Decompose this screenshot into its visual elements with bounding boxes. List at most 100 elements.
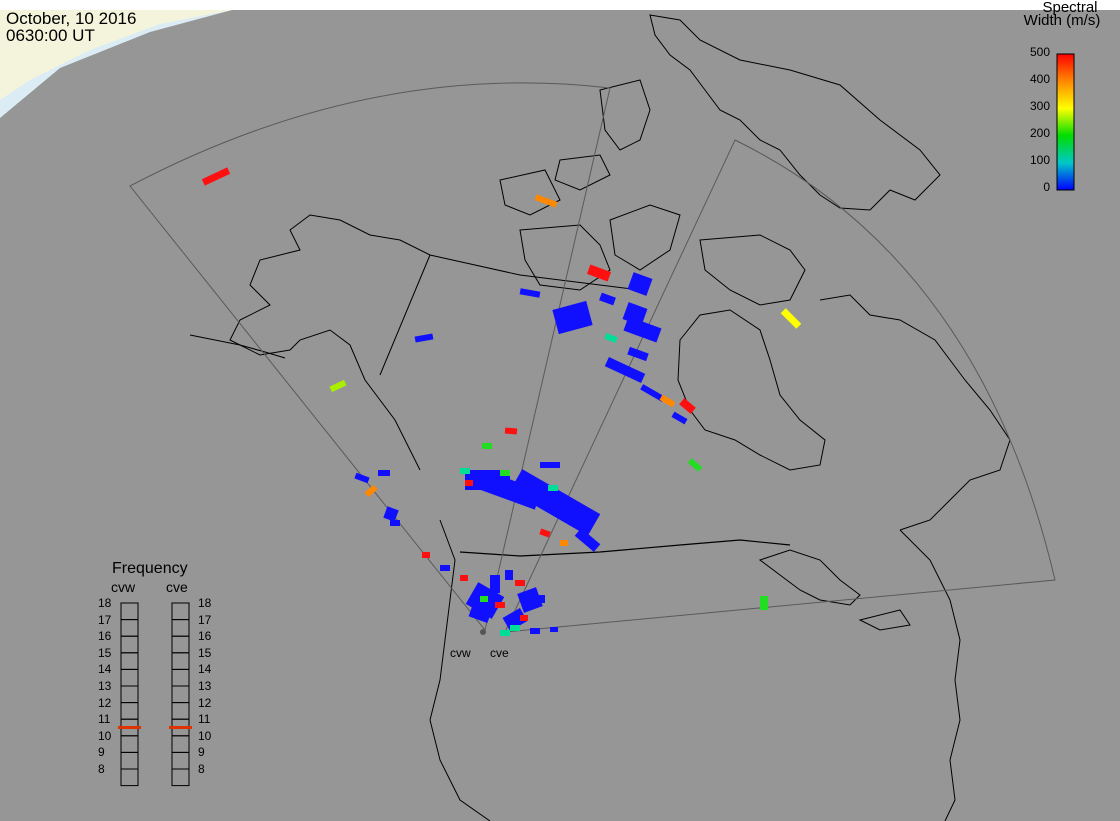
backscatter-cell xyxy=(687,458,703,472)
us-west-coast xyxy=(429,519,491,821)
frequency-tick-cve: 16 xyxy=(198,629,212,644)
backscatter-cell xyxy=(520,615,528,621)
fov-outline-cve xyxy=(504,139,1056,633)
backscatter-cell xyxy=(780,308,802,329)
backscatter-cell xyxy=(599,292,616,306)
colorbar-tick-label: 200 xyxy=(1029,126,1050,140)
colorbar-tick-label: 0 xyxy=(1043,180,1050,194)
frequency-tick-cvw: 16 xyxy=(98,629,112,644)
backscatter-cell xyxy=(482,443,492,449)
frequency-tick-cve: 13 xyxy=(198,679,212,693)
colorbar-tick-label: 300 xyxy=(1029,99,1050,113)
backscatter-cell xyxy=(422,552,430,558)
backscatter-cell xyxy=(604,357,646,383)
backscatter-cell xyxy=(640,384,665,402)
aleutian-coast xyxy=(189,334,286,359)
backscatter-cell xyxy=(500,630,510,636)
colorbar-title-line2: Width (m/s) xyxy=(1023,12,1101,29)
frequency-tick-cvw: 18 xyxy=(98,596,112,610)
backscatter-cell xyxy=(505,570,513,580)
backscatter-layer xyxy=(201,167,802,636)
date-label: October, 10 2016 xyxy=(6,9,137,28)
arctic-islands-coast xyxy=(499,79,806,306)
backscatter-cell xyxy=(364,484,378,498)
labrador-coast xyxy=(819,294,1011,531)
backscatter-cell xyxy=(534,194,558,208)
frequency-bar-cve xyxy=(169,602,192,787)
us-canada-border xyxy=(459,539,791,557)
backscatter-cell xyxy=(586,264,612,282)
backscatter-cell xyxy=(495,602,505,608)
frequency-tick-cve: 14 xyxy=(198,662,212,677)
backscatter-cell xyxy=(440,565,450,571)
backscatter-cell xyxy=(414,333,434,343)
frequency-tick-cve: 9 xyxy=(198,745,205,760)
frequency-tick-cvw: 8 xyxy=(98,762,105,776)
colorbar-tick-label: 100 xyxy=(1029,153,1050,167)
time-label: 0630:00 UT xyxy=(6,26,95,45)
backscatter-cell xyxy=(510,625,520,631)
backscatter-cell xyxy=(530,595,545,603)
colorbar-title-line1: Spectral xyxy=(1042,0,1098,16)
backscatter-cell xyxy=(354,472,370,484)
frequency-tick-cve: 8 xyxy=(198,762,205,776)
backscatter-cell xyxy=(627,272,653,296)
backscatter-cell xyxy=(378,470,390,476)
backscatter-cell xyxy=(490,575,500,593)
frequency-tick-cvw: 10 xyxy=(98,728,112,743)
backscatter-cell xyxy=(390,520,400,526)
backscatter-cell xyxy=(460,575,468,581)
colorbar-tick-label: 400 xyxy=(1029,72,1050,86)
backscatter-cell xyxy=(539,528,551,538)
backscatter-cell xyxy=(540,462,560,468)
backscatter-cell xyxy=(627,346,649,362)
frequency-tick-cve: 12 xyxy=(198,695,212,710)
backscatter-cell xyxy=(329,379,347,393)
frequency-tick-cvw: 9 xyxy=(98,745,105,760)
frequency-title: Frequency xyxy=(112,560,188,577)
backscatter-cell xyxy=(383,506,399,522)
backscatter-cell xyxy=(530,628,540,634)
backscatter-cell xyxy=(604,333,618,343)
backscatter-cell xyxy=(671,411,688,425)
frequency-tick-cvw: 13 xyxy=(98,679,112,693)
backscatter-cell xyxy=(552,300,593,335)
frequency-cell xyxy=(120,768,139,787)
backscatter-cell xyxy=(502,608,528,631)
frequency-tick-cvw: 15 xyxy=(98,645,112,660)
hudson-bay-coast xyxy=(677,309,826,471)
frequency-tick-cvw: 17 xyxy=(98,612,112,627)
backscatter-cell xyxy=(504,427,518,435)
backscatter-cell xyxy=(480,596,488,602)
backscatter-cell xyxy=(560,540,568,546)
backscatter-cell xyxy=(548,485,558,491)
backscatter-cell xyxy=(465,480,473,486)
colorbar-scale xyxy=(1056,53,1075,191)
backscatter-cell xyxy=(468,604,492,624)
frequency-tick-cve: 18 xyxy=(198,596,212,610)
frequency-label-cvw: cvw xyxy=(111,579,136,595)
backscatter-cell xyxy=(460,468,470,474)
us-east-coast xyxy=(899,529,961,821)
daylight-core xyxy=(0,10,232,100)
greenland-coast xyxy=(649,14,941,211)
frequency-cell xyxy=(171,768,190,787)
ocean-background xyxy=(0,10,1120,821)
site-label-cvw: cvw xyxy=(450,646,471,660)
frequency-tick-cvw: 12 xyxy=(98,695,112,710)
frequency-bar-cvw xyxy=(118,602,141,787)
backscatter-cell xyxy=(760,596,768,610)
frequency-tick-cvw: 11 xyxy=(98,712,111,727)
great-lakes xyxy=(758,549,911,631)
backscatter-cell xyxy=(515,580,525,586)
alaska-border xyxy=(379,254,431,376)
backscatter-cell xyxy=(509,469,601,536)
frequency-tick-cve: 17 xyxy=(198,612,212,627)
colorbar-tick-label: 500 xyxy=(1029,45,1050,59)
backscatter-cell xyxy=(659,394,676,408)
frequency-tick-cve: 10 xyxy=(198,728,212,743)
frequency-tick-cvw: 14 xyxy=(98,662,112,677)
backscatter-cell xyxy=(500,470,510,476)
frequency-label-cve: cve xyxy=(166,579,188,595)
